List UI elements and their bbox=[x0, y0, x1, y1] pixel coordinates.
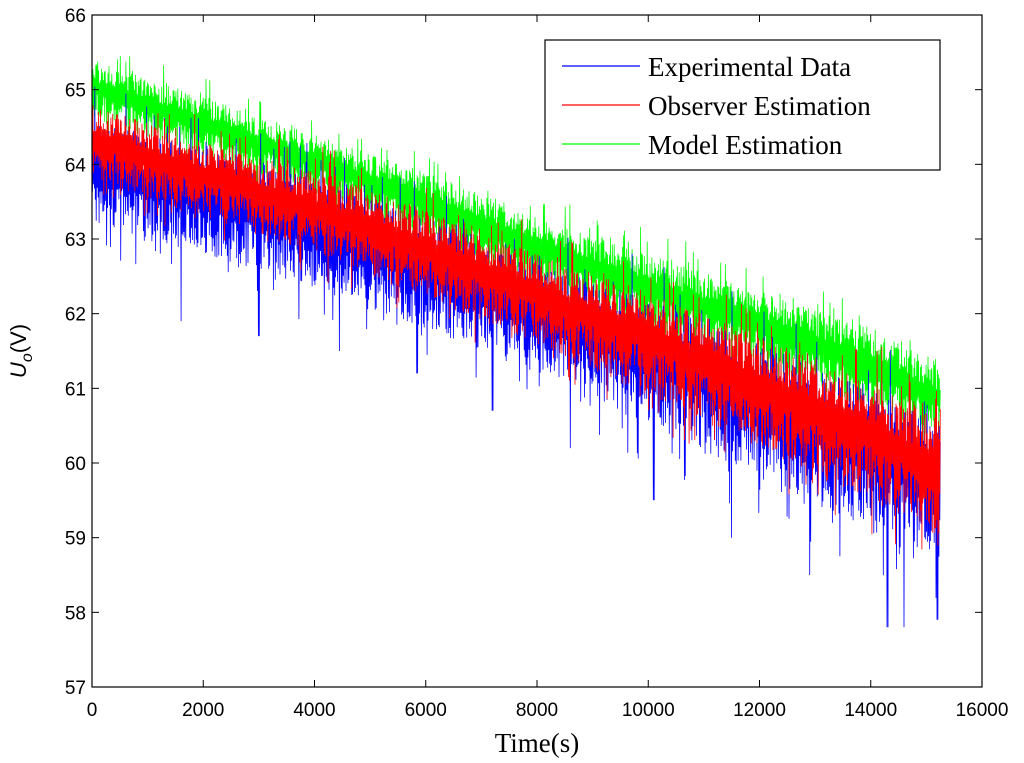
y-axis-label: U bbox=[6, 362, 31, 378]
svg-text:Uo(V): Uo(V) bbox=[6, 324, 36, 378]
series-line-observer bbox=[91, 105, 941, 550]
x-tick-label: 6000 bbox=[405, 700, 447, 721]
legend-label-experimental: Experimental Data bbox=[648, 52, 851, 82]
series-line-model bbox=[91, 55, 941, 447]
series-layer bbox=[91, 55, 941, 628]
y-tick-label: 61 bbox=[65, 379, 86, 400]
x-tick-label: 14000 bbox=[844, 700, 897, 721]
legend: Experimental Data Observer Estimation Mo… bbox=[544, 39, 941, 171]
y-tick-label: 66 bbox=[65, 6, 86, 27]
legend-label-model: Model Estimation bbox=[648, 130, 843, 160]
y-tick-label: 63 bbox=[65, 230, 86, 251]
x-tick-label: 4000 bbox=[293, 700, 335, 721]
y-tick-label: 65 bbox=[65, 81, 86, 102]
y-tick-label: 64 bbox=[65, 155, 87, 176]
x-axis-label: Time(s) bbox=[495, 728, 580, 758]
x-tick-label: 12000 bbox=[733, 700, 786, 721]
y-axis-label-unit: (V) bbox=[6, 324, 31, 353]
y-axis-label-subscript: o bbox=[19, 353, 36, 362]
x-tick-label: 16000 bbox=[956, 700, 1009, 721]
x-tick-label: 0 bbox=[87, 700, 98, 721]
x-tick-label: 10000 bbox=[622, 700, 675, 721]
y-tick-label: 58 bbox=[65, 603, 86, 624]
tick-layer: 0 2000 4000 6000 8000 10000 12000 14000 16000 57 5… bbox=[65, 6, 1009, 721]
x-tick-label: 8000 bbox=[516, 700, 558, 721]
y-axis-label-group: Uo(V) bbox=[6, 324, 36, 378]
legend-label-observer: Observer Estimation bbox=[648, 91, 871, 121]
y-tick-label: 57 bbox=[65, 678, 86, 699]
x-tick-label: 2000 bbox=[182, 700, 224, 721]
y-tick-label: 60 bbox=[65, 454, 86, 475]
y-tick-label: 62 bbox=[65, 305, 86, 326]
y-tick-label: 59 bbox=[65, 529, 86, 550]
